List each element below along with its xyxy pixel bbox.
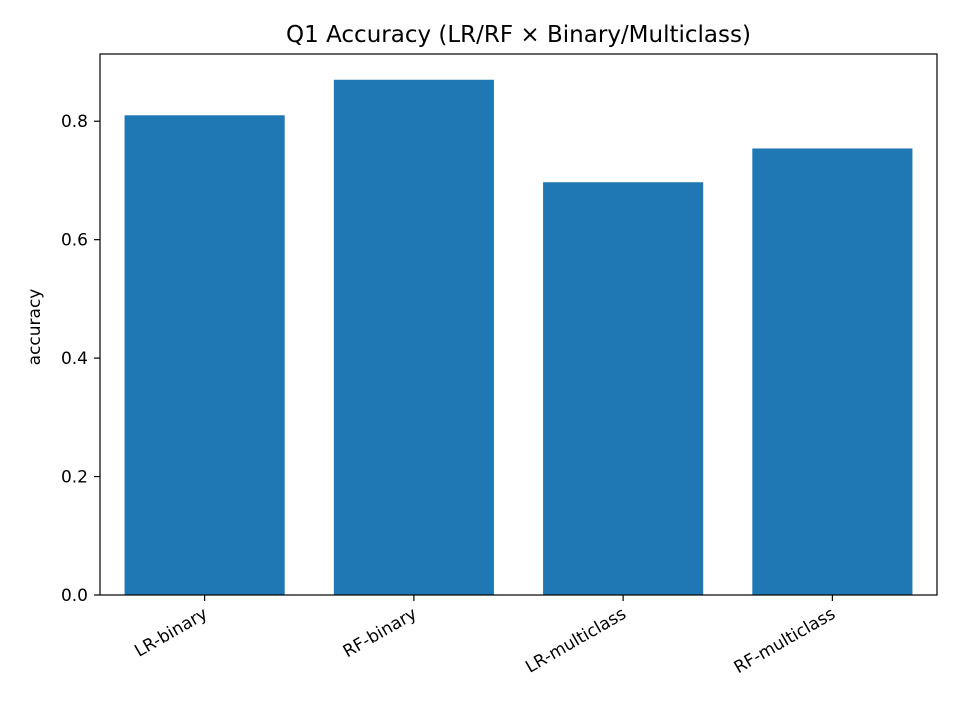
y-tick-label: 0.4 — [61, 349, 88, 369]
y-axis-label: accuracy — [25, 289, 45, 366]
chart-title: Q1 Accuracy (LR/RF × Binary/Multiclass) — [286, 22, 751, 48]
bar-rf-binary — [333, 79, 494, 595]
y-tick-label: 0.8 — [61, 112, 88, 132]
y-tick-label: 0.0 — [61, 586, 88, 606]
axes-frame — [99, 53, 938, 596]
y-tick-label: 0.2 — [61, 468, 88, 488]
bar-lr-multiclass — [543, 182, 704, 595]
bar-rf-multiclass — [752, 148, 913, 595]
y-tick-label: 0.6 — [61, 231, 88, 251]
bar-lr-binary — [124, 115, 285, 596]
